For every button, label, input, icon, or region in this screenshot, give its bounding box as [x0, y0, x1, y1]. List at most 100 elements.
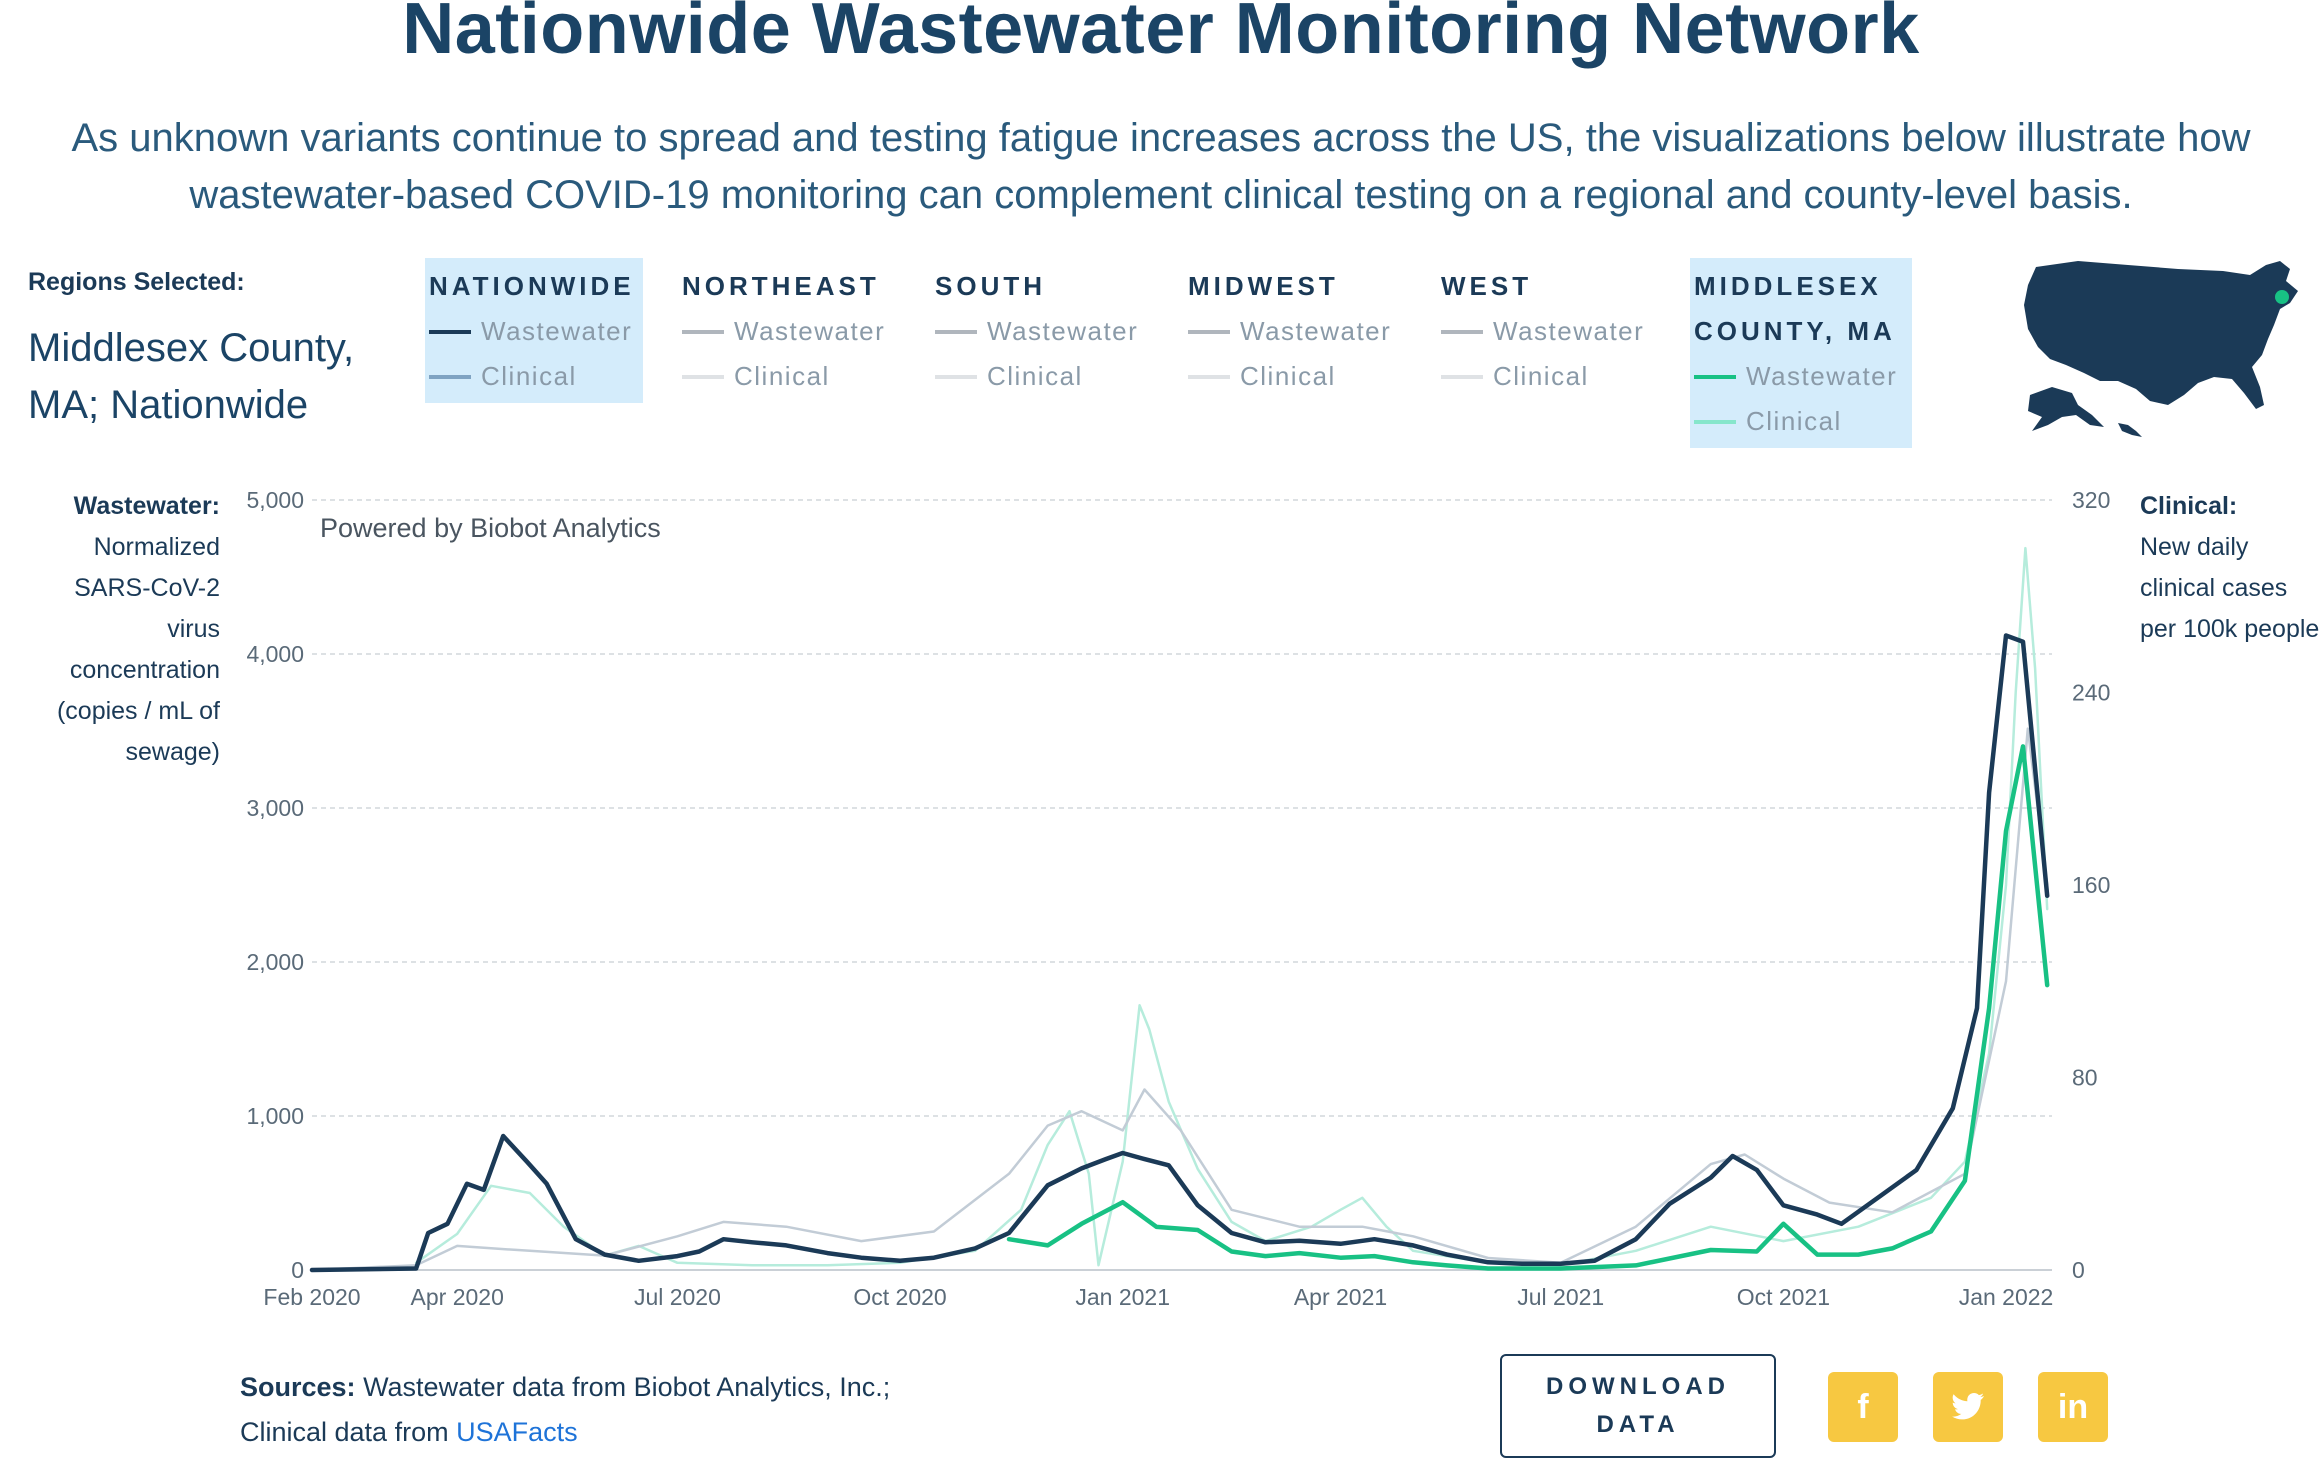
legend-swatch: [682, 329, 724, 334]
legend-label: Wastewater: [481, 316, 633, 346]
y2-tick-label: 320: [2072, 487, 2110, 513]
legend-swatch: [1441, 374, 1483, 379]
legend-clinical[interactable]: Clinical: [935, 354, 1138, 399]
legend-clinical[interactable]: Clinical: [1441, 354, 1644, 399]
legend-wastewater[interactable]: Wastewater: [1188, 309, 1391, 354]
legend-label: Wastewater: [987, 316, 1139, 346]
y-tick-label: 0: [291, 1257, 304, 1283]
page-title: Nationwide Wastewater Monitoring Network: [402, 0, 1920, 69]
legend-label: Wastewater: [734, 316, 886, 346]
legend-swatch: [1441, 329, 1483, 334]
legend-label: Clinical: [1746, 406, 1842, 436]
y-tick-label: 2,000: [246, 949, 304, 975]
y2-tick-label: 240: [2072, 680, 2110, 706]
download-data-button[interactable]: DOWNLOAD DATA: [1500, 1354, 1776, 1458]
legend-title: SOUTH: [935, 271, 1046, 301]
regions-selected-label: Regions Selected:: [28, 268, 245, 296]
right-axis-title: Clinical: New daily clinical cases per 10…: [2140, 486, 2320, 650]
alaska-shape: [2028, 387, 2104, 431]
x-tick-label: Apr 2021: [1294, 1284, 1387, 1310]
legend-label: Clinical: [1493, 361, 1589, 391]
middlesex-marker-icon: [2275, 290, 2289, 304]
legend-label: Wastewater: [1240, 316, 1392, 346]
usafacts-link[interactable]: USAFacts: [456, 1417, 578, 1447]
series-line: [309, 633, 2050, 1273]
legend-south[interactable]: SOUTH Wastewater Clinical: [931, 258, 1146, 403]
legend-west[interactable]: WEST Wastewater Clinical: [1437, 258, 1652, 403]
legend-wastewater[interactable]: Wastewater: [682, 309, 885, 354]
right-axis-title-bold: Clinical:: [2140, 492, 2238, 520]
legend-swatch: [1694, 419, 1736, 424]
legend-label: Clinical: [987, 361, 1083, 391]
regions-selected-value: Middlesex County, MA; Nationwide: [28, 326, 355, 427]
y-tick-label: 3,000: [246, 795, 304, 821]
legend-northeast[interactable]: NORTHEAST Wastewater Clinical: [678, 258, 893, 403]
legend-title: NATIONWIDE: [429, 271, 635, 301]
x-tick-label: Oct 2021: [1737, 1284, 1830, 1310]
legend-title: MIDWEST: [1188, 271, 1339, 301]
legend-title: NORTHEAST: [682, 271, 880, 301]
legend-swatch: [429, 329, 471, 334]
download-label-1: DOWNLOAD: [1546, 1373, 1730, 1400]
legend-swatch: [1188, 329, 1230, 334]
chart: 0 1,000 2,000 3,000 4,000 5,000 0 80 160 240 320 Fe…: [246, 487, 2110, 1310]
page-subtitle: As unknown variants continue to spread a…: [71, 116, 2251, 217]
hawaii-shape: [2118, 423, 2142, 437]
legend-wastewater[interactable]: Wastewater: [1694, 354, 1904, 399]
legend-swatch: [1694, 374, 1736, 379]
x-tick-label: Jul 2021: [1517, 1284, 1604, 1310]
linkedin-share-button[interactable]: in: [2038, 1372, 2108, 1442]
series-line: [1006, 744, 2050, 1271]
left-axis-title-bold: Wastewater:: [73, 492, 220, 520]
sources-clinical: Clinical data from: [240, 1417, 449, 1447]
legend-nationwide[interactable]: NATIONWIDE Wastewater Clinical: [425, 258, 643, 403]
legend-clinical[interactable]: Clinical: [682, 354, 885, 399]
x-tick-label: Apr 2020: [411, 1284, 504, 1310]
legend-clinical[interactable]: Clinical: [1188, 354, 1391, 399]
sources-wastewater: Wastewater data from Biobot Analytics, I…: [363, 1372, 891, 1402]
y2-tick-label: 80: [2072, 1065, 2098, 1091]
series-line: [310, 727, 2049, 1272]
legend-wastewater[interactable]: Wastewater: [429, 309, 635, 354]
left-axis-title-text: Normalized SARS-CoV-2 virus concentratio…: [56, 533, 220, 766]
left-axis-title: Wastewater: Normalized SARS-CoV-2 virus c…: [30, 486, 220, 773]
legend-swatch: [1188, 374, 1230, 379]
watermark: Powered by Biobot Analytics: [320, 513, 661, 543]
legend-label: Clinical: [481, 361, 577, 391]
legend-wastewater[interactable]: Wastewater: [935, 309, 1138, 354]
series-line: [414, 546, 2049, 1267]
twitter-icon: [1952, 1393, 1984, 1420]
facebook-share-button[interactable]: f: [1828, 1372, 1898, 1442]
legend-label: Wastewater: [1746, 361, 1898, 391]
legend-label: Clinical: [1240, 361, 1336, 391]
y2-tick-label: 0: [2072, 1257, 2085, 1283]
linkedin-icon: in: [2057, 1387, 2089, 1426]
download-label-2: DATA: [1596, 1411, 1680, 1438]
legend-title: MIDDLESEX COUNTY, MA: [1694, 271, 1896, 346]
us-map-icon[interactable]: [2018, 255, 2308, 440]
legend-label: Wastewater: [1493, 316, 1645, 346]
x-tick-label: Jan 2022: [1959, 1284, 2054, 1310]
y-tick-label: 4,000: [246, 641, 304, 667]
legend-swatch: [935, 374, 977, 379]
legend-middlesex[interactable]: MIDDLESEX COUNTY, MA Wastewater Clinical: [1690, 258, 1912, 448]
x-tick-label: Jul 2020: [634, 1284, 721, 1310]
twitter-share-button[interactable]: [1933, 1372, 2003, 1442]
x-tick-label: Jan 2021: [1075, 1284, 1170, 1310]
facebook-icon: f: [1857, 1387, 1869, 1426]
y2-tick-label: 160: [2072, 872, 2110, 898]
right-axis-title-text: New daily clinical cases per 100k people: [2140, 533, 2320, 643]
legend-clinical[interactable]: Clinical: [1694, 399, 1904, 444]
us-mainland-shape: [2024, 261, 2298, 409]
legend-swatch: [429, 374, 471, 379]
legend-midwest[interactable]: MIDWEST Wastewater Clinical: [1184, 258, 1399, 403]
x-tick-label: Oct 2020: [853, 1284, 946, 1310]
legend-swatch: [935, 329, 977, 334]
legend-label: Clinical: [734, 361, 830, 391]
legend-clinical[interactable]: Clinical: [429, 354, 635, 399]
sources: Sources: Wastewater data from Biobot Ana…: [240, 1365, 890, 1455]
legend-swatch: [682, 374, 724, 379]
y-tick-label: 1,000: [246, 1103, 304, 1129]
legend-wastewater[interactable]: Wastewater: [1441, 309, 1644, 354]
y-tick-label: 5,000: [246, 487, 304, 513]
